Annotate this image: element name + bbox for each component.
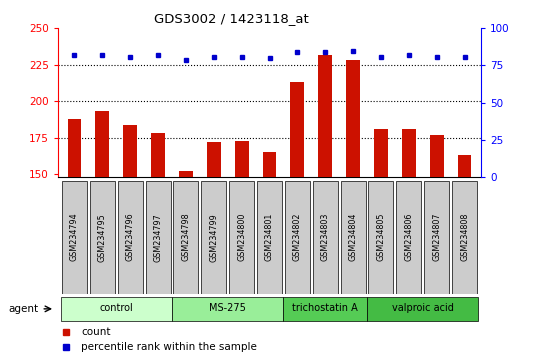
Bar (123, 125, 137, 177)
Bar (90, 181, 115, 294)
Bar (283, 297, 367, 321)
Text: GSM234808: GSM234808 (460, 213, 469, 261)
Bar (68, 119, 81, 177)
Text: GSM234800: GSM234800 (237, 213, 246, 261)
Bar (172, 297, 283, 321)
Text: GSM234806: GSM234806 (404, 213, 413, 261)
Bar (95, 112, 109, 177)
Bar (313, 181, 338, 294)
Text: MS-275: MS-275 (209, 303, 246, 313)
Text: count: count (81, 327, 111, 337)
Text: GSM234802: GSM234802 (293, 213, 302, 262)
Text: GSM234804: GSM234804 (349, 213, 358, 261)
Bar (118, 181, 143, 294)
Bar (290, 82, 304, 177)
Text: trichostatin A: trichostatin A (293, 303, 358, 313)
Bar (452, 181, 477, 294)
Text: GSM234805: GSM234805 (376, 213, 386, 262)
Bar (173, 181, 199, 294)
Text: GSM234797: GSM234797 (153, 213, 163, 262)
Text: control: control (100, 303, 133, 313)
Bar (318, 55, 332, 177)
Bar (62, 181, 87, 294)
Text: GSM234794: GSM234794 (70, 213, 79, 262)
Bar (346, 61, 360, 177)
Text: percentile rank within the sample: percentile rank within the sample (81, 342, 257, 352)
Text: GSM234799: GSM234799 (210, 213, 218, 262)
Bar (60, 297, 172, 321)
Bar (207, 142, 221, 177)
Bar (374, 129, 388, 177)
Bar (229, 181, 254, 294)
Bar (396, 181, 421, 294)
Bar (367, 297, 478, 321)
Text: valproic acid: valproic acid (392, 303, 454, 313)
Text: GSM234796: GSM234796 (126, 213, 135, 262)
Text: GDS3002 / 1423118_at: GDS3002 / 1423118_at (153, 12, 309, 25)
Text: GSM234807: GSM234807 (432, 213, 441, 262)
Bar (146, 181, 170, 294)
Bar (285, 181, 310, 294)
Bar (430, 135, 444, 177)
Text: GSM234801: GSM234801 (265, 213, 274, 261)
Bar (340, 181, 366, 294)
Bar (235, 141, 249, 177)
Text: GSM234795: GSM234795 (98, 213, 107, 262)
Text: GSM234798: GSM234798 (182, 213, 190, 262)
Text: GSM234803: GSM234803 (321, 213, 329, 261)
Bar (201, 181, 226, 294)
Bar (424, 181, 449, 294)
Bar (402, 129, 416, 177)
Bar (151, 133, 165, 177)
Bar (368, 181, 393, 294)
Bar (257, 181, 282, 294)
Text: agent: agent (8, 304, 38, 314)
Bar (458, 155, 471, 177)
Bar (179, 171, 193, 177)
Bar (262, 152, 277, 177)
